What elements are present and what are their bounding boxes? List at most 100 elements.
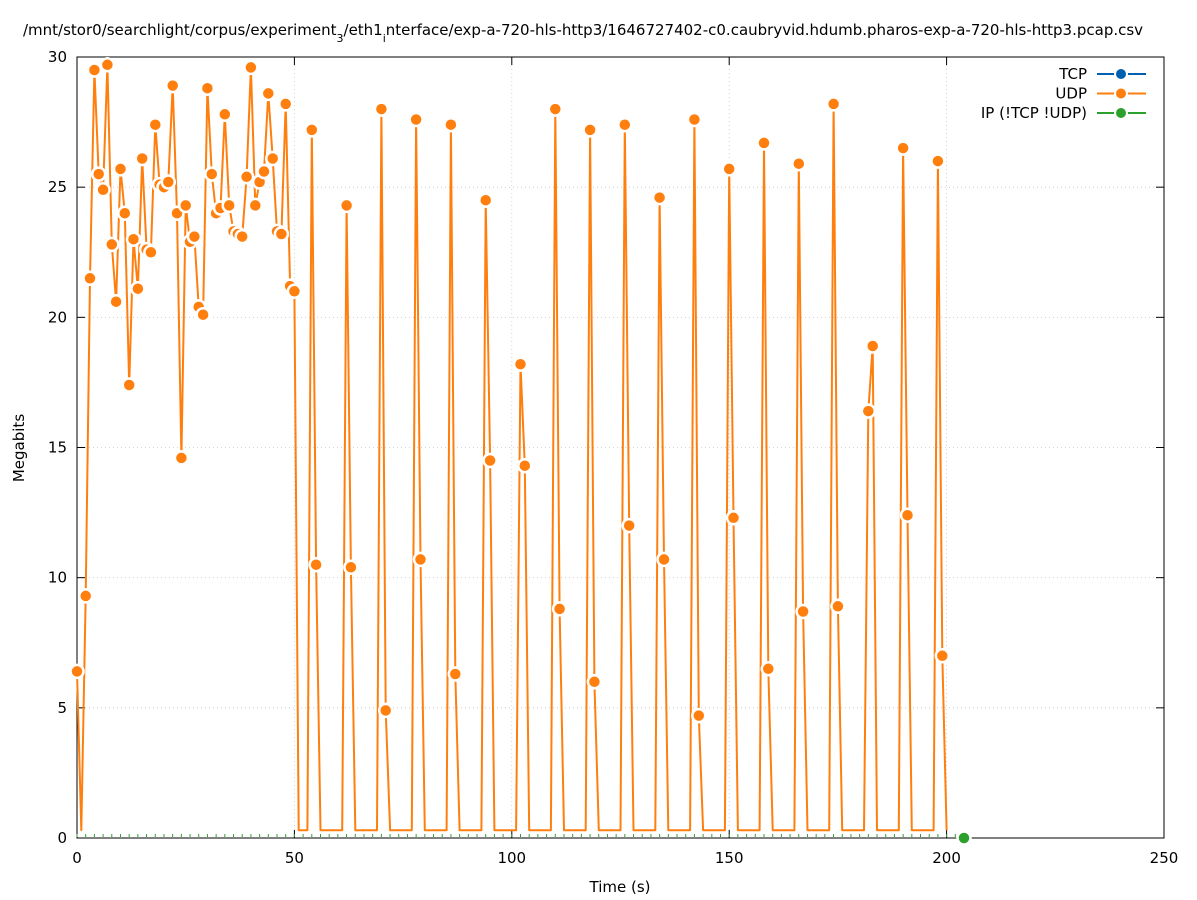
data-point bbox=[725, 510, 742, 526]
data-point bbox=[221, 197, 237, 214]
y-tick-label: 30 bbox=[48, 48, 67, 66]
data-point bbox=[443, 116, 459, 133]
data-point bbox=[147, 116, 164, 133]
data-point bbox=[177, 197, 194, 214]
data-point bbox=[243, 59, 259, 76]
y-tick-label: 5 bbox=[57, 699, 67, 717]
data-point bbox=[199, 80, 216, 96]
data-point bbox=[130, 280, 146, 297]
data-point bbox=[547, 101, 564, 117]
data-point bbox=[377, 702, 394, 719]
data-point bbox=[112, 161, 129, 177]
data-point bbox=[408, 111, 424, 128]
data-point bbox=[264, 150, 281, 167]
legend-label: UDP bbox=[1055, 85, 1087, 103]
data-point bbox=[586, 674, 603, 690]
data-point bbox=[238, 169, 255, 185]
chart-title: /mnt/stor0/searchlight/corpus/experiment… bbox=[23, 21, 1143, 45]
data-point bbox=[134, 150, 150, 167]
x-tick-label: 150 bbox=[715, 849, 744, 867]
data-point bbox=[277, 96, 294, 112]
series-line bbox=[76, 63, 948, 832]
data-point bbox=[934, 648, 951, 664]
x-tick-label: 250 bbox=[1150, 849, 1179, 867]
y-tick-label: 10 bbox=[48, 569, 67, 587]
x-axis-label: Time (s) bbox=[589, 878, 651, 896]
data-point bbox=[77, 588, 94, 604]
data-point bbox=[247, 197, 264, 214]
data-point bbox=[656, 551, 672, 568]
data-point bbox=[286, 283, 303, 300]
series-layer bbox=[69, 57, 972, 846]
data-point bbox=[447, 666, 464, 682]
data-point bbox=[956, 830, 972, 846]
data-point bbox=[104, 236, 120, 253]
series-ip-tcp-udp bbox=[956, 830, 972, 846]
x-tick-label: 0 bbox=[72, 849, 82, 867]
data-point bbox=[108, 293, 124, 310]
data-point bbox=[304, 122, 320, 138]
y-tick-label: 20 bbox=[48, 308, 67, 326]
series-udp bbox=[69, 57, 951, 832]
data-point bbox=[686, 111, 703, 128]
data-point bbox=[164, 77, 181, 94]
data-point bbox=[160, 174, 177, 190]
data-point bbox=[617, 116, 633, 133]
data-point bbox=[204, 166, 220, 182]
data-point bbox=[143, 244, 159, 261]
data-point bbox=[82, 270, 98, 287]
y-tick-label: 25 bbox=[48, 178, 67, 196]
data-point bbox=[121, 377, 137, 393]
data-point bbox=[338, 197, 355, 214]
data-point bbox=[373, 101, 390, 117]
data-point bbox=[551, 601, 568, 617]
data-point bbox=[721, 161, 737, 177]
data-point bbox=[117, 205, 133, 221]
data-point bbox=[412, 551, 429, 568]
data-point bbox=[756, 135, 772, 151]
data-point bbox=[273, 226, 290, 242]
data-point bbox=[899, 507, 916, 523]
data-point bbox=[621, 517, 637, 534]
data-point bbox=[69, 663, 85, 680]
data-point bbox=[864, 338, 881, 354]
legend-label: TCP bbox=[1058, 65, 1087, 83]
legend-swatch-marker bbox=[1114, 86, 1128, 101]
data-point bbox=[825, 96, 842, 112]
legend-swatch-marker bbox=[1114, 106, 1128, 120]
data-point bbox=[234, 228, 250, 245]
data-point bbox=[99, 57, 116, 73]
data-point bbox=[217, 106, 233, 123]
x-tick-label: 200 bbox=[932, 849, 961, 867]
data-point bbox=[651, 189, 668, 206]
data-point bbox=[343, 559, 359, 576]
data-point bbox=[582, 122, 598, 138]
data-point bbox=[830, 598, 846, 615]
y-tick-label: 0 bbox=[57, 829, 67, 847]
data-point bbox=[760, 661, 777, 677]
data-point bbox=[86, 62, 103, 78]
data-point bbox=[795, 603, 811, 620]
data-point bbox=[308, 556, 324, 573]
data-point bbox=[256, 163, 272, 180]
data-point bbox=[195, 306, 211, 323]
data-point bbox=[125, 231, 142, 247]
data-point bbox=[895, 140, 911, 156]
minor-ticks bbox=[76, 834, 965, 837]
legend-swatch-marker bbox=[1114, 67, 1128, 81]
legend-label: IP (!TCP !UDP) bbox=[981, 104, 1087, 122]
data-point bbox=[173, 450, 190, 466]
y-tick-label: 15 bbox=[48, 439, 67, 457]
data-point bbox=[860, 403, 877, 419]
data-point bbox=[930, 153, 946, 169]
x-tick-label: 50 bbox=[285, 849, 304, 867]
data-point bbox=[512, 356, 529, 372]
y-axis-label: Megabits bbox=[10, 414, 28, 482]
data-point bbox=[90, 166, 107, 182]
data-point bbox=[260, 85, 277, 102]
data-point bbox=[186, 228, 203, 245]
data-point bbox=[477, 192, 494, 208]
data-point bbox=[691, 707, 707, 724]
